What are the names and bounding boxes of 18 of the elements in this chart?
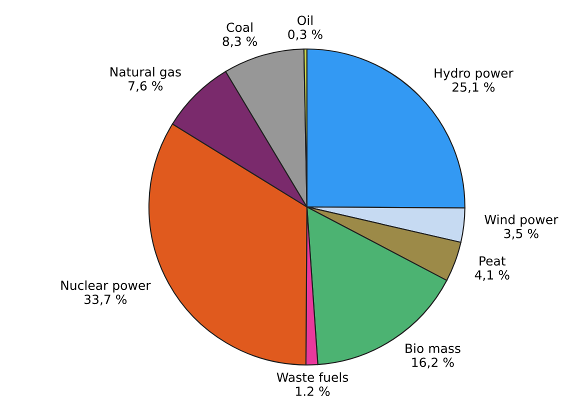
slice-label: Waste fuels — [276, 372, 348, 382]
data-label: 4,1 % — [474, 270, 510, 281]
slice-label: Natural gas — [110, 66, 181, 80]
data-label: 1.2 % — [296, 386, 330, 396]
slice-label: Bio mass — [406, 343, 460, 354]
slice-label: Nuclear power — [61, 280, 151, 292]
slice-label: Wind power — [484, 214, 558, 227]
data-label: 0,3 % — [288, 30, 322, 40]
data-label: 25,1 % — [452, 82, 495, 94]
slice-label: Hydro power — [434, 68, 514, 80]
data-label: 8,3 % — [222, 36, 257, 48]
data-label: 3,5 % — [504, 228, 538, 240]
slice-label: Peat — [480, 256, 506, 266]
data-label: 33,7 % — [84, 294, 127, 306]
data-label: 7,6 % — [128, 81, 163, 92]
data-label: 16,2 % — [412, 358, 454, 368]
slice-label: Oil — [298, 15, 312, 26]
slice-label: Coal — [226, 22, 252, 32]
